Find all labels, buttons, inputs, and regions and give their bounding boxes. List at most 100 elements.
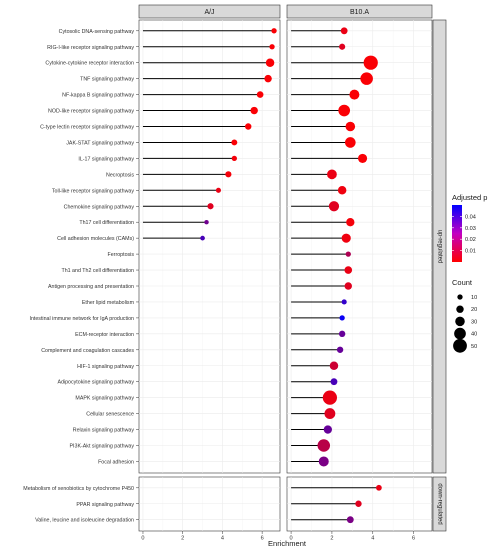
panel-0-0 bbox=[138, 19, 281, 474]
pathway-label: Valine, leucine and isoleucine degradati… bbox=[35, 518, 134, 524]
size-legend-dot bbox=[453, 338, 467, 353]
facet-strip-1 bbox=[286, 4, 433, 19]
size-legend-dot bbox=[455, 316, 465, 327]
panels-layer: A/J B10.A up-regulated down-regulated bbox=[138, 4, 447, 532]
x-tick-label: 0 bbox=[290, 536, 293, 542]
pathway-label: C-type lectin receptor signaling pathway bbox=[40, 125, 134, 131]
pathway-label: Necroptosis bbox=[106, 172, 134, 178]
lollipop-point bbox=[256, 91, 264, 98]
x-tick-label: 4 bbox=[221, 536, 224, 542]
lollipop-point bbox=[338, 104, 351, 117]
lollipop-point bbox=[200, 235, 205, 241]
lollipop-point bbox=[344, 282, 352, 290]
lollipop-point bbox=[330, 378, 338, 386]
x-tick-label: 6 bbox=[261, 536, 264, 542]
lollipop-point bbox=[215, 187, 221, 193]
pathway-label: PPAR signaling pathway bbox=[76, 502, 134, 508]
group-label-0: up-regulated bbox=[437, 230, 443, 264]
lollipop-point bbox=[317, 439, 331, 452]
color-legend-label: 0.03 bbox=[465, 226, 476, 232]
x-tick-label: 2 bbox=[330, 536, 333, 542]
lollipop-point bbox=[327, 169, 337, 180]
size-legend-title: Count bbox=[452, 278, 473, 287]
pathway-label: Intestinal immune network for IgA produc… bbox=[29, 316, 134, 322]
lollipop-point bbox=[338, 330, 346, 338]
pathway-label: Adipocytokine signaling pathway bbox=[57, 380, 134, 386]
size-legend-label: 20 bbox=[471, 307, 477, 313]
x-tick-label: 6 bbox=[412, 536, 415, 542]
pathway-label: Antigen processing and presentation bbox=[48, 284, 134, 290]
lollipop-point bbox=[250, 106, 258, 115]
lollipop-point bbox=[328, 201, 340, 212]
pathway-label: JAK-STAT signaling pathway bbox=[66, 140, 134, 146]
lollipop-point bbox=[264, 74, 272, 83]
lollipop-point bbox=[207, 203, 214, 210]
pathway-label: Ether lipid metabolism bbox=[82, 300, 135, 306]
series-0 bbox=[142, 28, 277, 241]
size-legend-label: 50 bbox=[471, 344, 477, 350]
group-strip-1 bbox=[432, 476, 447, 532]
lollipop-point bbox=[339, 315, 345, 321]
lollipop-point bbox=[231, 139, 238, 146]
lollipop-point bbox=[337, 186, 347, 195]
lollipop-point bbox=[344, 137, 356, 148]
pathway-label: RIG-I-like receptor signaling pathway bbox=[47, 45, 134, 51]
lollipop-point bbox=[376, 484, 382, 491]
lollipop-point bbox=[339, 43, 346, 50]
lollipop-point bbox=[346, 218, 355, 227]
lollipop-point bbox=[345, 121, 356, 132]
pathway-label: HIF-1 signaling pathway bbox=[77, 364, 134, 370]
pathway-label: Cell adhesion molecules (CAMs) bbox=[57, 236, 134, 242]
x-tick-label: 4 bbox=[371, 536, 374, 542]
size-legend-dot bbox=[456, 305, 464, 313]
facet-label-0: A/J bbox=[204, 9, 214, 16]
pathway-labels: Cytosolic DNA-sensing pathway RIG-I-like … bbox=[23, 29, 139, 524]
facet-strip-0 bbox=[138, 4, 281, 19]
lollipop-point bbox=[318, 456, 329, 467]
x-tick-label: 2 bbox=[181, 536, 184, 542]
lollipop-point bbox=[346, 516, 354, 524]
lollipop-point bbox=[344, 266, 353, 274]
size-legend-dot bbox=[454, 327, 466, 340]
legends: Adjusted p 0.04 0.03 0.02 0.01 Count 10 20 30 40 5… bbox=[452, 193, 487, 353]
x-axis-title: Enrichment bbox=[268, 539, 307, 548]
color-legend-label: 0.04 bbox=[465, 214, 476, 220]
size-legend-label: 10 bbox=[471, 295, 477, 301]
panel-0-1 bbox=[286, 19, 433, 474]
pathway-label: Complement and coagulation cascades bbox=[41, 348, 134, 354]
group-strip-0 bbox=[432, 19, 447, 474]
pathway-label: ECM-receptor interaction bbox=[75, 332, 134, 338]
lollipop-point bbox=[336, 346, 344, 353]
pathway-label: Ferroptosis bbox=[108, 252, 135, 258]
pathway-label: Metabolism of xenobiotics by cytochrome … bbox=[23, 486, 134, 492]
pathway-label: Cytosolic DNA-sensing pathway bbox=[59, 29, 135, 35]
pathway-label: PI3K-Akt signaling pathway bbox=[70, 444, 135, 450]
lollipop-point bbox=[231, 155, 237, 162]
facet-label-1: B10.A bbox=[350, 9, 369, 16]
size-legend-label: 30 bbox=[471, 319, 477, 325]
lollipop-point bbox=[225, 171, 232, 178]
pathway-label: MAPK signaling pathway bbox=[75, 396, 134, 402]
pathway-label: Relaxin signaling pathway bbox=[73, 428, 135, 434]
pathway-label: Cellular senescence bbox=[86, 412, 134, 418]
pathway-label: Th17 cell differentiation bbox=[79, 220, 134, 226]
lollipop-point bbox=[265, 58, 275, 67]
lollipop-point bbox=[322, 390, 337, 405]
x-tick-label: 0 bbox=[141, 536, 144, 542]
pathway-label: Toll-like receptor signaling pathway bbox=[52, 188, 134, 194]
pathway-label: TNF signaling pathway bbox=[80, 77, 134, 83]
lollipop-point bbox=[269, 44, 275, 50]
lollipop-point bbox=[355, 500, 362, 507]
lollipop-point bbox=[363, 55, 378, 70]
lollipop-point bbox=[357, 153, 368, 163]
lollipop-point bbox=[324, 408, 336, 420]
size-legend-dot bbox=[457, 294, 463, 300]
lollipop-point bbox=[323, 425, 332, 434]
lollipop-point bbox=[204, 219, 209, 225]
group-label-1: down-regulated bbox=[437, 483, 443, 524]
lollipop-point bbox=[245, 123, 252, 130]
color-legend-title: Adjusted p bbox=[452, 193, 487, 202]
size-legend-label: 40 bbox=[471, 332, 477, 338]
lollipop-point bbox=[341, 233, 351, 243]
